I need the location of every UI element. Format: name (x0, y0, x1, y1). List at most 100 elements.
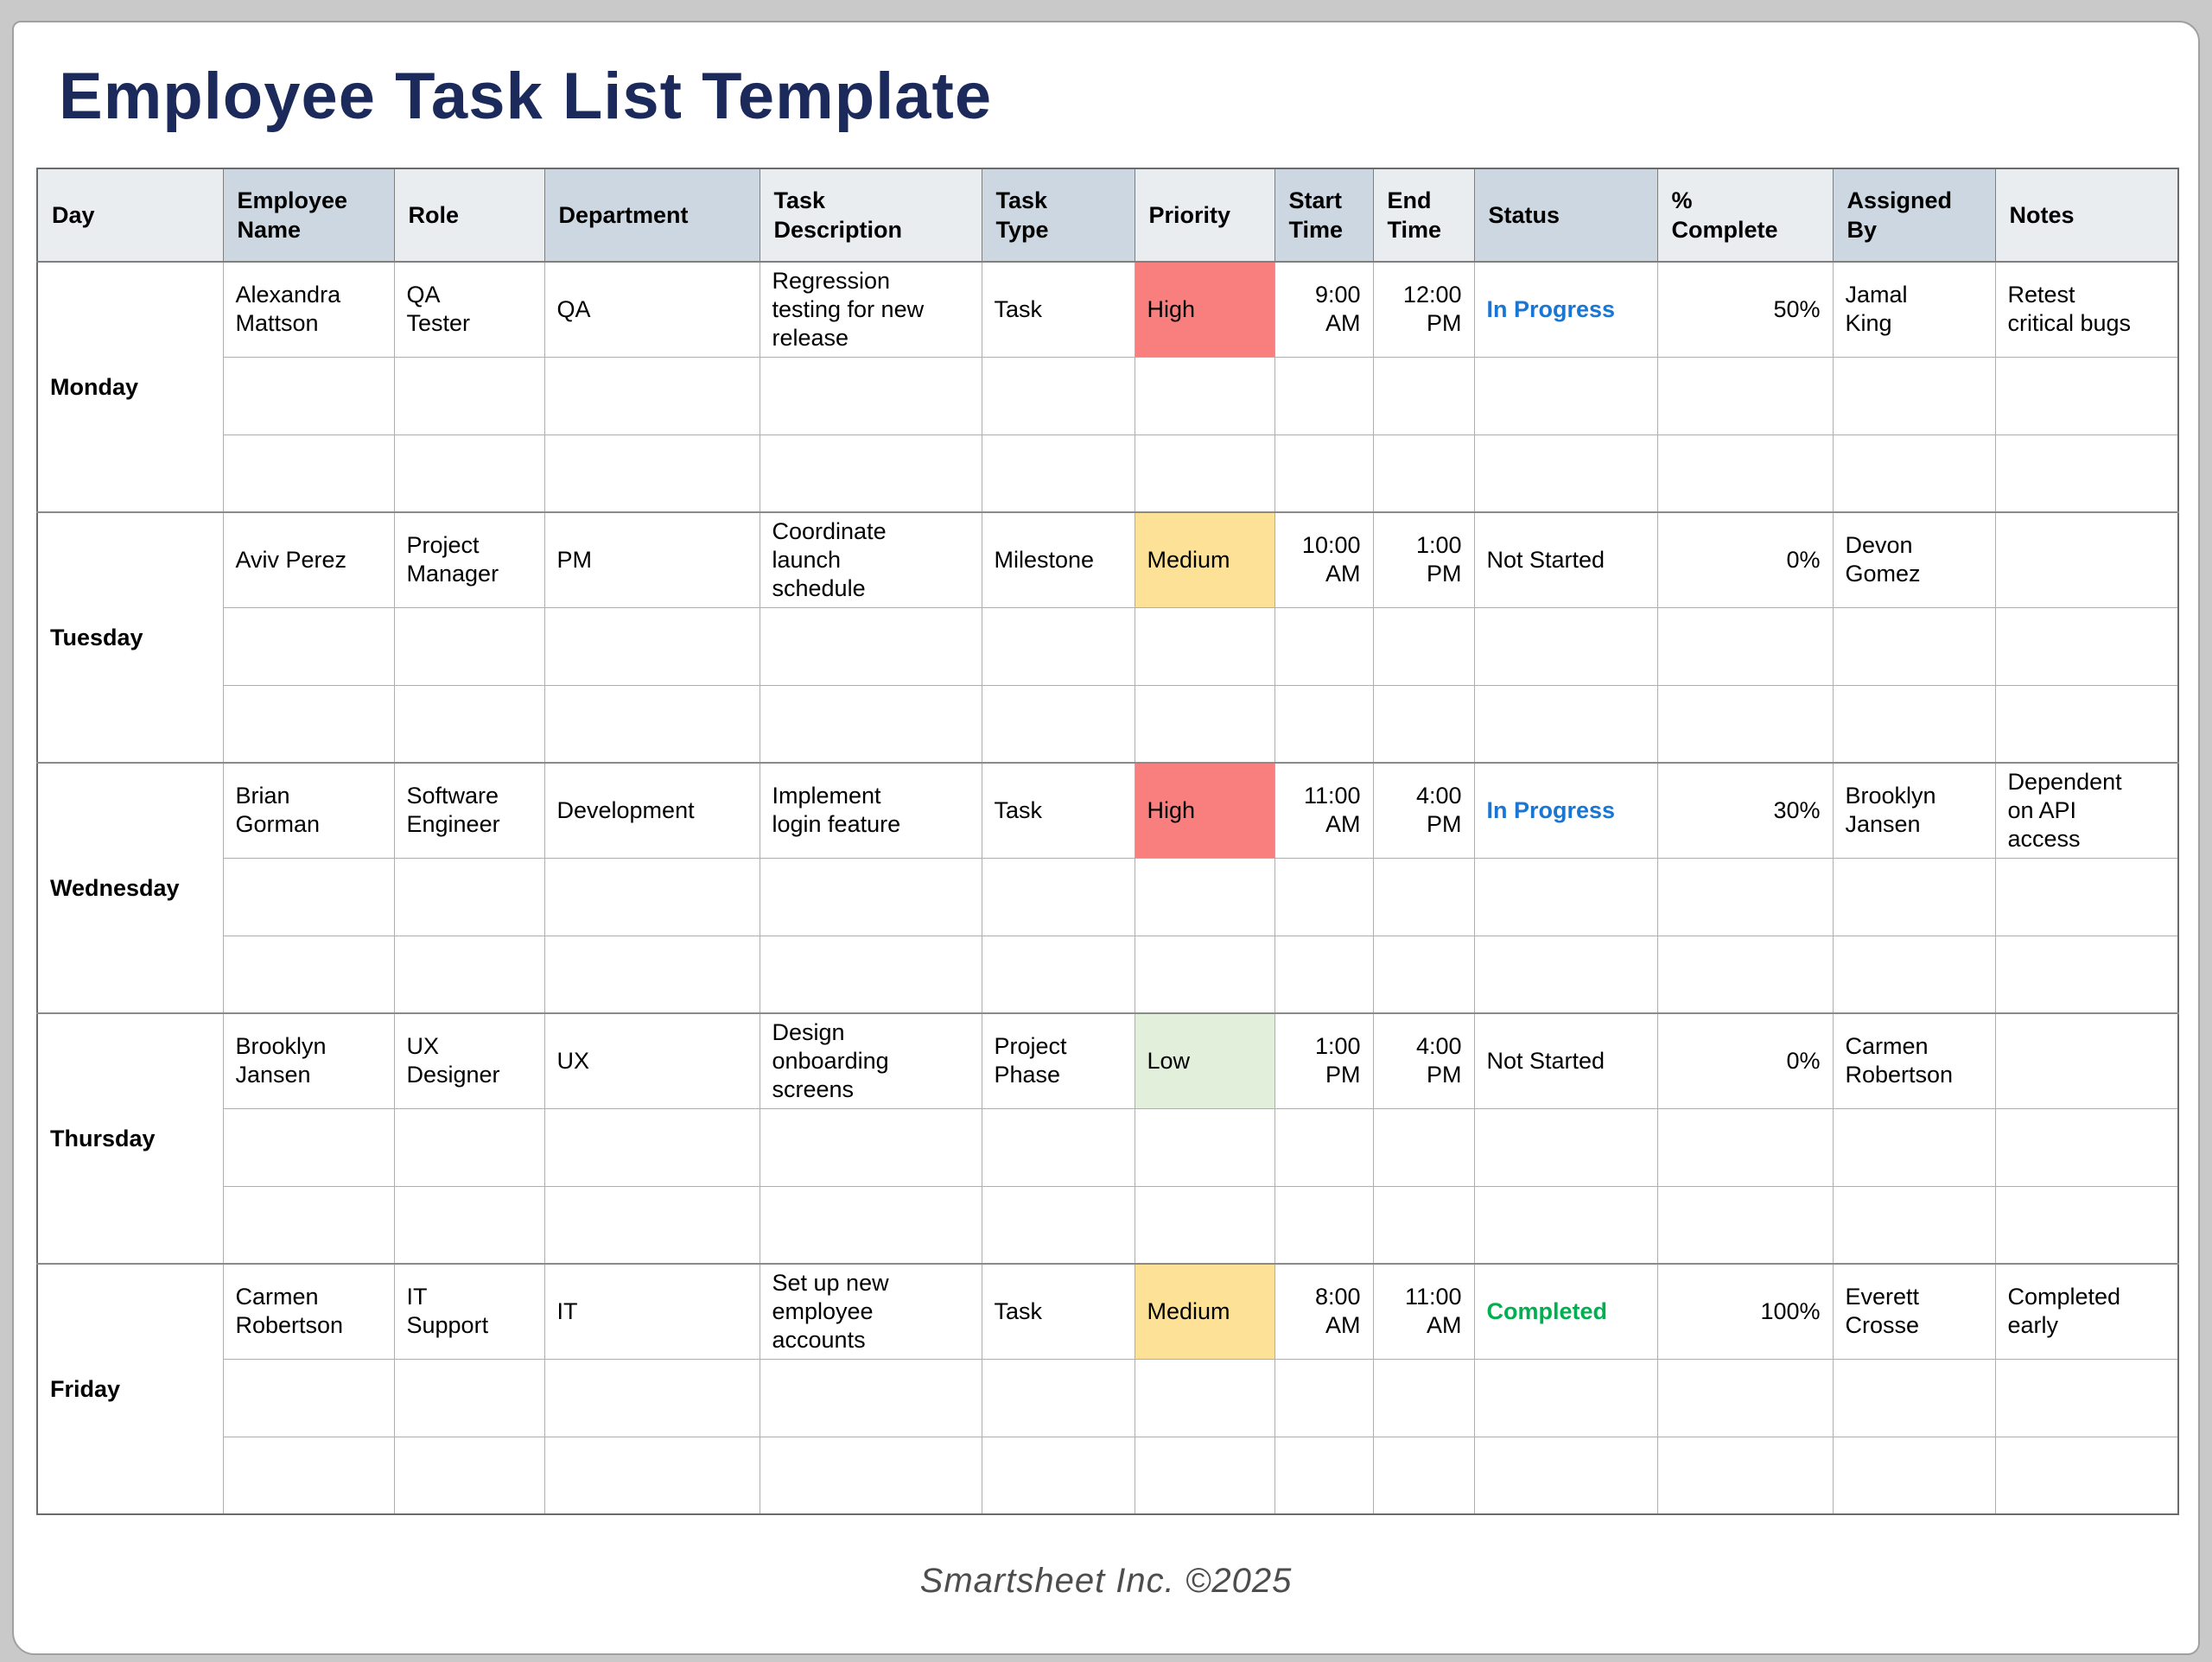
cell-task-description: Design onboarding screens (759, 1012, 982, 1109)
empty-cell (1656, 935, 1834, 1014)
empty-cell (543, 857, 760, 936)
table-row (37, 434, 2179, 513)
day-block-monday: Monday Alexandra Mattson QA Tester QA Re… (36, 261, 2179, 513)
cell-end-time: 11:00 AM (1372, 1263, 1475, 1360)
cell-pct-complete: 30% (1656, 762, 1834, 859)
empty-cell (1656, 1107, 1834, 1187)
table-row (37, 1107, 2179, 1187)
empty-cell (1994, 356, 2179, 435)
empty-cell (1274, 1185, 1374, 1265)
table-row: Thursday Brooklyn Jansen UX Designer UX … (36, 1012, 2179, 1265)
cell-status: In Progress (1473, 762, 1658, 859)
empty-cell (1372, 857, 1475, 936)
empty-cell (393, 1358, 545, 1437)
empty-cell (1372, 1358, 1475, 1437)
header-role: Role (393, 168, 544, 262)
cell-end-time: 4:00 PM (1372, 762, 1475, 859)
cell-status: Completed (1473, 1263, 1658, 1360)
table-row (37, 857, 2179, 936)
header-pct-complete: % Complete (1656, 168, 1833, 262)
empty-cell (1832, 434, 1996, 513)
cell-status: Not Started (1473, 511, 1658, 608)
empty-cell (393, 1107, 545, 1187)
empty-cell (1656, 434, 1834, 513)
empty-cell (1473, 606, 1658, 686)
cell-priority: Low (1134, 1012, 1275, 1109)
empty-cell (1372, 434, 1475, 513)
table-row (37, 935, 2179, 1014)
empty-cell (222, 1185, 395, 1265)
cell-employee-name: Alexandra Mattson (222, 261, 395, 358)
empty-cell (1994, 434, 2179, 513)
cell-role: Software Engineer (393, 762, 545, 859)
cell-end-time: 1:00 PM (1372, 511, 1475, 608)
empty-cell (393, 606, 545, 686)
header-start-time: Start Time (1274, 168, 1373, 262)
cell-pct-complete: 100% (1656, 1263, 1834, 1360)
empty-cell (981, 684, 1135, 764)
empty-cell (222, 1358, 395, 1437)
empty-cell (543, 1358, 760, 1437)
empty-cell (759, 684, 982, 764)
empty-cell (543, 935, 760, 1014)
empty-cell (222, 1107, 395, 1187)
table-row: Tuesday Aviv Perez Project Manager PM Co… (36, 511, 2179, 764)
cell-task-description: Coordinate launch schedule (759, 511, 982, 608)
cell-pct-complete: 0% (1656, 1012, 1834, 1109)
footer-copyright: Smartsheet Inc. ©2025 (919, 1562, 1293, 1600)
cell-pct-complete: 50% (1656, 261, 1834, 358)
empty-cell (1274, 857, 1374, 936)
empty-cell (1274, 1436, 1374, 1515)
empty-cell (1994, 606, 2179, 686)
empty-cell (1832, 857, 1996, 936)
cell-department: IT (543, 1263, 760, 1360)
day-block-wednesday: Wednesday Brian Gorman Software Engineer… (36, 762, 2179, 1014)
cell-role: UX Designer (393, 1012, 545, 1109)
cell-assigned-by: Jamal King (1832, 261, 1996, 358)
empty-cell (981, 606, 1135, 686)
empty-cell (1473, 1358, 1658, 1437)
empty-cell (543, 606, 760, 686)
day-block-tuesday: Tuesday Aviv Perez Project Manager PM Co… (36, 511, 2179, 764)
cell-employee-name: Aviv Perez (222, 511, 395, 608)
cell-department: Development (543, 762, 760, 859)
empty-cell (1832, 935, 1996, 1014)
empty-cell (1134, 1107, 1275, 1187)
cell-notes: Retest critical bugs (1994, 261, 2179, 358)
empty-cell (1274, 606, 1374, 686)
table-row (37, 1185, 2179, 1265)
empty-cell (1994, 1107, 2179, 1187)
cell-task-type: Task (981, 261, 1135, 358)
empty-cell (1994, 1185, 2179, 1265)
empty-cell (543, 1436, 760, 1515)
empty-cell (222, 857, 395, 936)
cell-notes (1994, 1012, 2179, 1109)
empty-cell (1134, 1185, 1275, 1265)
empty-cell (759, 935, 982, 1014)
empty-cell (393, 684, 545, 764)
page-title: Employee Task List Template (59, 60, 993, 133)
cell-status: In Progress (1473, 261, 1658, 358)
cell-notes: Completed early (1994, 1263, 2179, 1360)
empty-cell (1832, 356, 1996, 435)
cell-assigned-by: Brooklyn Jansen (1832, 762, 1996, 859)
empty-cell (981, 356, 1135, 435)
header-day: Day (37, 168, 223, 262)
empty-cell (393, 1436, 545, 1515)
empty-cell (1832, 1185, 1996, 1265)
empty-cell (543, 356, 760, 435)
empty-cell (1274, 356, 1374, 435)
day-label-tuesday: Tuesday (36, 511, 224, 764)
cell-task-type: Task (981, 762, 1135, 859)
empty-cell (1372, 1185, 1475, 1265)
empty-cell (1473, 1107, 1658, 1187)
day-label-monday: Monday (36, 261, 224, 513)
empty-cell (1832, 606, 1996, 686)
cell-task-description: Set up new employee accounts (759, 1263, 982, 1360)
empty-cell (1656, 356, 1834, 435)
empty-cell (1274, 684, 1374, 764)
table-row (37, 1436, 2179, 1515)
task-table: Day Employee Name Role Department Task D… (36, 168, 2179, 1515)
day-label-thursday: Thursday (36, 1012, 224, 1265)
empty-cell (981, 1107, 1135, 1187)
